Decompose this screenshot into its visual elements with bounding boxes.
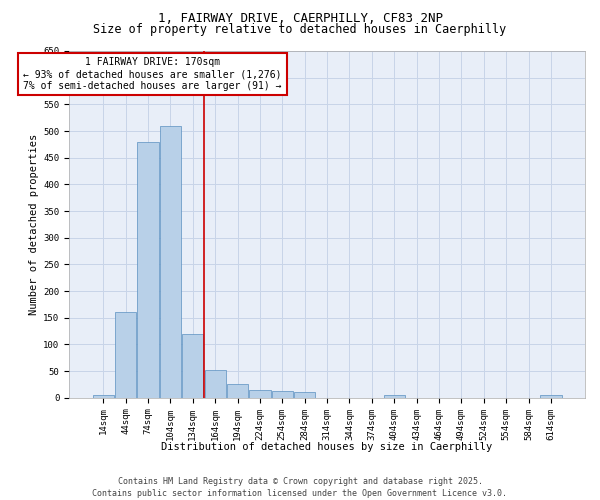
Text: Contains HM Land Registry data © Crown copyright and database right 2025.
Contai: Contains HM Land Registry data © Crown c… — [92, 476, 508, 498]
Bar — [249, 390, 271, 398]
Bar — [92, 395, 114, 398]
Text: 1 FAIRWAY DRIVE: 170sqm
← 93% of detached houses are smaller (1,276)
7% of semi-: 1 FAIRWAY DRIVE: 170sqm ← 93% of detache… — [23, 58, 282, 90]
Bar — [227, 384, 248, 398]
X-axis label: Distribution of detached houses by size in Caerphilly: Distribution of detached houses by size … — [161, 442, 493, 452]
Bar — [272, 392, 293, 398]
Bar — [137, 142, 158, 398]
Bar — [540, 395, 562, 398]
Bar — [160, 126, 181, 398]
Bar — [115, 312, 136, 398]
Y-axis label: Number of detached properties: Number of detached properties — [29, 134, 39, 315]
Text: 1, FAIRWAY DRIVE, CAERPHILLY, CF83 2NP: 1, FAIRWAY DRIVE, CAERPHILLY, CF83 2NP — [157, 12, 443, 26]
Bar — [294, 392, 316, 398]
Text: Size of property relative to detached houses in Caerphilly: Size of property relative to detached ho… — [94, 22, 506, 36]
Bar — [205, 370, 226, 398]
Bar — [383, 395, 405, 398]
Bar — [182, 334, 203, 398]
